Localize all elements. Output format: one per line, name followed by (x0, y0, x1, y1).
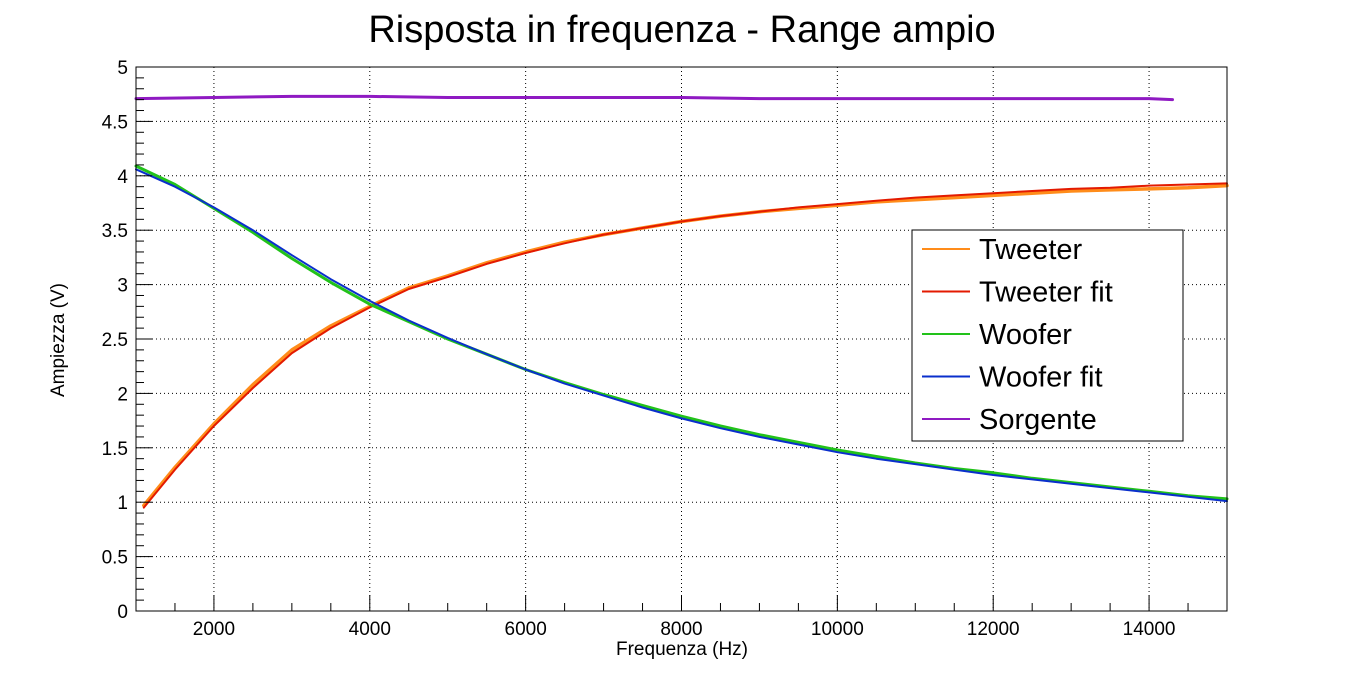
x-tick-label: 2000 (193, 619, 235, 640)
x-tick-label: 14000 (1123, 619, 1176, 640)
x-tick-label: 4000 (349, 619, 391, 640)
legend-label-tweeter: Tweeter (979, 234, 1082, 266)
series-line-woofer (134, 164, 1229, 501)
legend: Tweeter Tweeter fit Woofer Woofer fit Sorgen… (911, 229, 1184, 442)
series-line-woofer-fit (135, 168, 1228, 503)
y-tick-label: 2 (117, 384, 128, 405)
legend-label-woofer: Woofer (979, 319, 1072, 351)
y-axis-label: Ampiezza (V) (48, 283, 69, 397)
chart-title: Risposta in frequenza - Range ampio (368, 9, 995, 51)
tick-layer: 2000 4000 6000 8000 10000 12000 14000 0 0.5 1 1.5 2… (102, 58, 1228, 640)
x-axis-label: Frequenza (Hz) (616, 639, 748, 660)
y-tick-label: 3.5 (102, 221, 128, 242)
x-tick-label: 10000 (811, 619, 864, 640)
y-tick-label: 3 (117, 276, 128, 297)
y-tick-label: 4.5 (102, 112, 128, 133)
y-tick-label: 2.5 (102, 330, 128, 351)
y-tick-label: 1 (117, 493, 128, 514)
legend-entries: Tweeter Tweeter fit Woofer Woofer fit Sorgen… (922, 234, 1113, 436)
y-tick-label: 5 (117, 58, 128, 79)
y-tick-label: 1.5 (102, 439, 128, 460)
y-tick-label: 0.5 (102, 548, 128, 569)
legend-label-woofer-fit: Woofer fit (979, 362, 1103, 394)
legend-label-sorgente: Sorgente (979, 404, 1097, 436)
y-tick-label: 0 (117, 602, 128, 623)
y-tick-label: 4 (117, 167, 128, 188)
x-tick-label: 8000 (660, 619, 702, 640)
x-tick-label: 6000 (505, 619, 547, 640)
legend-box (911, 229, 1184, 442)
series-line-sorgente (134, 94, 1174, 102)
series-layer (134, 94, 1229, 509)
series-line-tweeter-fit (142, 182, 1228, 509)
x-tick-label: 12000 (967, 619, 1020, 640)
legend-label-tweeter-fit: Tweeter fit (979, 277, 1113, 309)
